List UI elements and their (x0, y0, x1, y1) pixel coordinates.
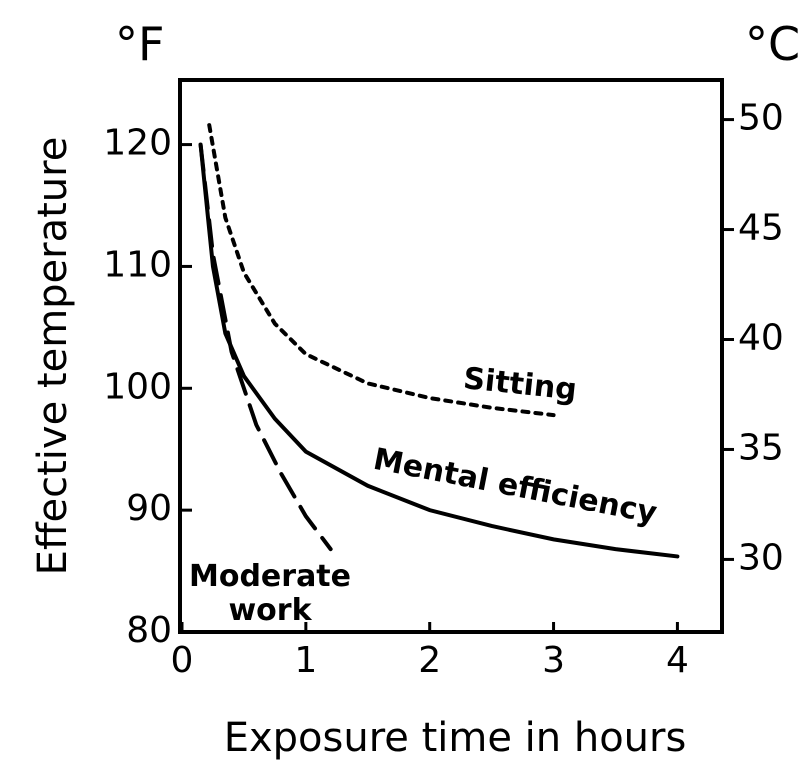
series-line (207, 123, 556, 418)
x-tick-label: 3 (542, 640, 565, 681)
y-unit: °F (115, 17, 164, 71)
y-tick-label: 120 (103, 123, 172, 164)
series-label: Moderate work (188, 559, 351, 628)
plot-frame (178, 78, 724, 634)
y2-tick-label: 40 (738, 318, 784, 359)
y-tick-label: 110 (103, 244, 172, 285)
y-tick-label: 80 (126, 610, 172, 651)
x-tick-label: 1 (294, 640, 317, 681)
y2-tick-label: 30 (738, 537, 784, 578)
y2-unit: °C (745, 17, 799, 71)
x-tick-label: 0 (171, 640, 194, 681)
y2-tick-label: 35 (738, 427, 784, 468)
x-tick-label: 2 (418, 640, 441, 681)
y2-tick-label: 45 (738, 208, 784, 249)
x-axis-label: Exposure time in hours (224, 715, 687, 761)
y2-tick-label: 50 (738, 98, 784, 139)
y-tick-label: 100 (103, 366, 172, 407)
series-line (198, 142, 333, 552)
series-line (198, 142, 680, 559)
y-tick-label: 90 (126, 488, 172, 529)
x-tick-label: 4 (666, 640, 689, 681)
y-axis-label: Effective temperature (30, 137, 76, 576)
